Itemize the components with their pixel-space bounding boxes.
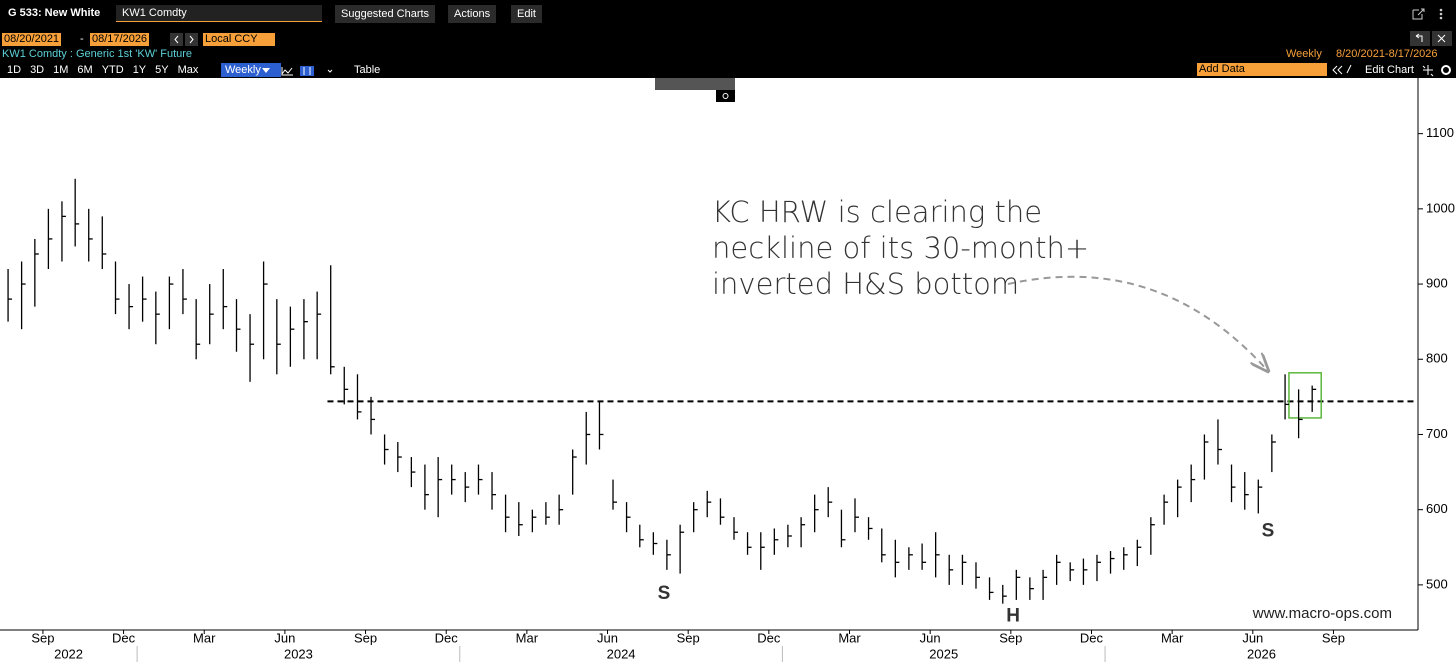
currency[interactable]: Local CCY [203,33,275,46]
collapse-icon[interactable] [1330,64,1352,76]
ticker-input[interactable]: KW1 Comdty [116,5,322,22]
end-date[interactable]: 08/17/2026 [90,33,150,46]
period-button[interactable]: 3D [30,64,45,76]
date-separator: - [80,33,84,45]
x-tick-label: Mar [1161,630,1184,645]
pattern-label: S [658,583,671,604]
add-data[interactable]: Add Data [1197,63,1327,76]
y-tick-label: 700 [1426,426,1448,441]
pattern-label: H [1006,605,1020,626]
period-button[interactable]: 1Y [132,64,147,76]
menu-button[interactable]: Actions [448,5,497,23]
date-range: 8/20/2021-8/17/2026 [1336,48,1438,60]
watermark: www.macro-ops.com [1252,605,1392,622]
start-date[interactable]: 08/20/2021 [2,33,62,46]
period-button[interactable]: 1D [7,64,22,76]
zoom-toolbar[interactable] [655,78,735,90]
frequency: Weekly [1286,48,1322,60]
x-tick-label: Jun [1242,630,1263,645]
security-name: KW1 Comdty : Generic 1st 'KW' Future [2,48,193,60]
nav-icons[interactable] [1410,31,1454,46]
year-label: 2025 [929,646,958,661]
menu-button[interactable]: Suggested Charts [335,5,436,23]
toolbar-icons[interactable] [260,66,350,76]
period-button[interactable]: YTD [101,64,124,76]
edit-chart[interactable]: Edit Chart [1365,64,1414,76]
period-button[interactable]: 5Y [155,64,169,76]
annotation-arrow [1007,275,1268,371]
period-button[interactable]: 1M [53,64,69,76]
year-label: 2022 [54,646,83,661]
header: G 533: New White KW1 Comdty Suggested Ch… [0,0,1456,78]
x-tick-label: Dec [435,630,459,645]
toolbar-icon[interactable] [722,93,729,99]
x-tick-label: Dec [112,630,136,645]
annotation-line: neckline of its 30-month+ [712,231,1089,265]
y-tick-label: 500 [1426,576,1448,591]
highlight-box [1288,372,1322,419]
menu-button[interactable]: Edit [511,5,542,23]
y-tick-label: 800 [1426,351,1448,366]
x-tick-label: Dec [757,630,781,645]
pattern-label: S [1262,520,1275,541]
x-tick-label: Dec [1080,630,1104,645]
window-title: G 533: New White [8,7,101,19]
frequency-selector[interactable]: Weekly [221,63,281,77]
y-tick-label: 600 [1426,501,1448,516]
window-icons[interactable] [1410,6,1450,22]
y-tick-label: 900 [1426,275,1448,290]
x-tick-label: Sep [354,630,377,645]
y-tick-label: 1100 [1426,125,1454,140]
x-tick-label: Sep [999,630,1022,645]
x-tick-label: Mar [838,630,861,645]
year-label: 2026 [1247,646,1276,661]
year-label: 2023 [284,646,313,661]
annotation-line: KC HRW is clearing the [712,195,1042,229]
table-button[interactable]: Table [354,64,381,76]
x-tick-label: Jun [597,630,618,645]
y-tick-label: 1000 [1426,200,1455,215]
x-tick-label: Mar [193,630,216,645]
x-tick-label: Mar [516,630,539,645]
period-button[interactable]: 6M [77,64,93,76]
x-tick-label: Sep [1322,630,1345,645]
x-tick-label: Sep [31,630,54,645]
annotation-line: inverted H&S bottom [712,267,1019,301]
year-label: 2024 [607,646,636,661]
period-bar: 1D 3D 1M 6M YTD 1Y 5Y Max [4,63,204,77]
settings-icons[interactable] [1420,63,1454,77]
period-button[interactable]: Max [177,64,199,76]
x-tick-label: Jun [274,630,295,645]
zoom-toolbar[interactable] [716,90,735,102]
nav-buttons[interactable] [170,33,200,46]
x-tick-label: Jun [920,630,941,645]
x-tick-label: Sep [677,630,700,645]
